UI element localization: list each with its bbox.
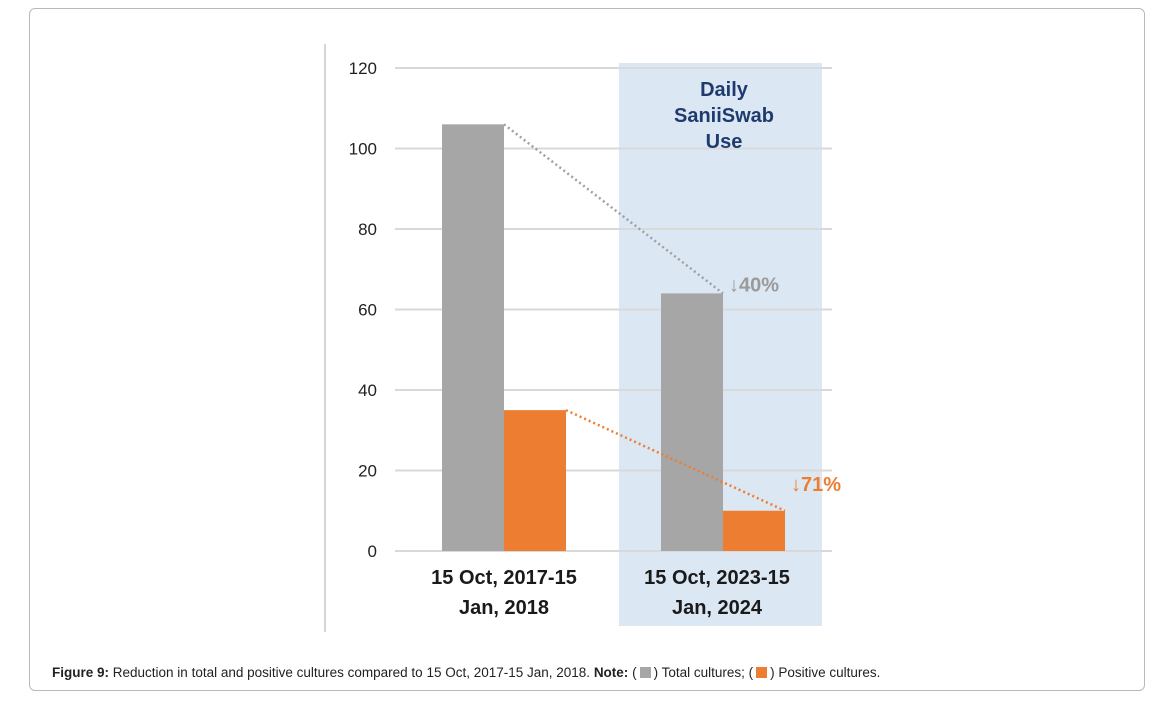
y-tick-label: 120 <box>349 59 377 78</box>
y-tick-labels: 0 20 40 60 80 100 120 <box>349 59 377 561</box>
caption-legend-positive: ) Positive cultures. <box>770 665 881 680</box>
trend-line-positive <box>565 408 786 512</box>
caption-note-label: Note: <box>593 665 629 680</box>
legend-swatch-positive <box>756 667 768 678</box>
shaded-region-label-line: Use <box>706 131 743 153</box>
legend-swatch-total <box>639 667 651 678</box>
x-tick-labels: 15 Oct, 2017-15 Jan, 2018 15 Oct, 2023-15 J… <box>431 567 790 619</box>
x-tick-label: Jan, 2018 <box>459 597 549 619</box>
annotations: ↓40% ↓71% <box>729 274 841 495</box>
shaded-region-label-line: SaniiSwab <box>674 105 774 127</box>
caption-legend-total: ) Total cultures; ( <box>653 665 754 680</box>
reduction-annotation: ↓40% <box>729 274 779 296</box>
x-tick-label: Jan, 2024 <box>672 597 763 619</box>
y-tick-label: 100 <box>349 140 377 159</box>
bar-total-2 <box>661 293 723 551</box>
y-tick-label: 0 <box>368 542 377 561</box>
x-tick-label: 15 Oct, 2023-15 <box>644 567 790 589</box>
trend-line-total <box>503 123 724 295</box>
bar-positive-2 <box>723 510 785 551</box>
caption-text: Reduction in total and positive cultures… <box>109 665 594 680</box>
bars <box>442 124 785 551</box>
bar-positive-1 <box>504 410 566 551</box>
shaded-region-label-line: Daily <box>700 79 749 101</box>
y-tick-label: 20 <box>358 462 377 481</box>
figure-frame <box>29 8 1145 691</box>
bar-total-1 <box>442 124 504 551</box>
trend-lines <box>503 123 786 512</box>
figure-caption: Figure 9: Reduction in total and positiv… <box>52 664 880 682</box>
reduction-annotation: ↓71% <box>791 474 841 496</box>
caption-paren: ( <box>628 665 637 680</box>
y-tick-label: 40 <box>358 381 377 400</box>
x-tick-label: 15 Oct, 2017-15 <box>431 567 577 589</box>
y-tick-label: 80 <box>358 220 377 239</box>
y-tick-label: 60 <box>358 301 377 320</box>
shaded-region-label: Daily SaniiSwab Use <box>674 79 774 153</box>
caption-figure-label: Figure 9: <box>52 665 110 680</box>
